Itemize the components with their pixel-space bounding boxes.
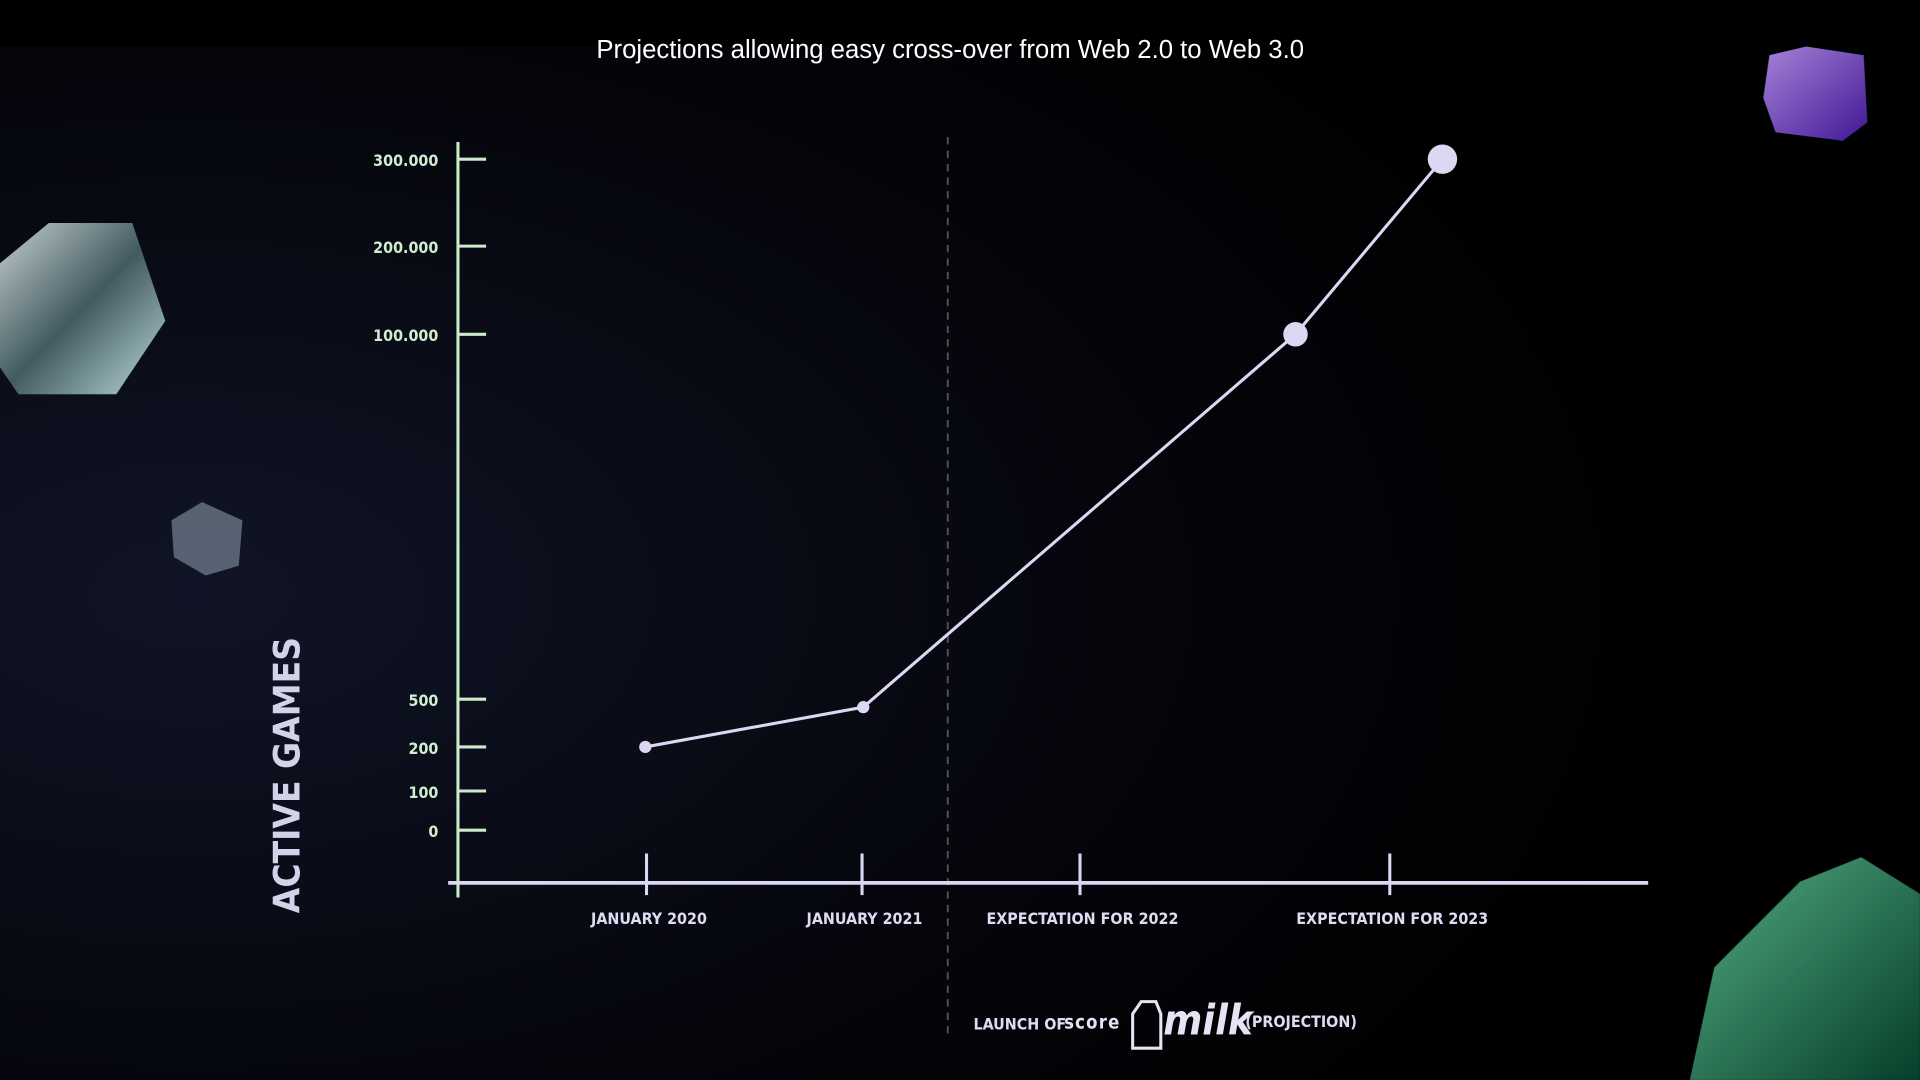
decor-cubes bbox=[0, 46, 1920, 1080]
y-tick-label: 100.000 bbox=[373, 326, 438, 345]
data-point bbox=[1283, 322, 1308, 347]
x-tick-label: JANUARY 2021 bbox=[806, 909, 923, 928]
line bbox=[645, 158, 1444, 749]
x-tick-label: EXPECTATION FOR 2023 bbox=[1296, 909, 1488, 928]
brand-score: score bbox=[1064, 1013, 1120, 1034]
chart-title: Projections allowing easy cross-over fro… bbox=[596, 36, 1304, 64]
y-tick-label: 200.000 bbox=[373, 238, 438, 257]
y-tick-label: 300.000 bbox=[373, 151, 438, 170]
brand-icon bbox=[1131, 1000, 1163, 1050]
y-tick-label: 100 bbox=[408, 783, 438, 802]
data-point bbox=[857, 701, 870, 714]
y-axis-label: ACTIVE GAMES bbox=[265, 637, 308, 913]
x-tick-label: JANUARY 2020 bbox=[590, 909, 707, 928]
annotation-suffix: (PROJECTION) bbox=[1245, 1012, 1357, 1031]
data-point bbox=[639, 740, 652, 754]
x-tick-label: EXPECTATION FOR 2022 bbox=[986, 909, 1178, 928]
brand-milk: milk bbox=[1163, 996, 1255, 1045]
cube bbox=[1763, 46, 1868, 141]
annotation-prefix: LAUNCH OF bbox=[973, 1014, 1066, 1033]
cube bbox=[0, 222, 166, 395]
y-tick-label: 500 bbox=[408, 691, 438, 710]
cube bbox=[171, 502, 243, 576]
title-bar bbox=[0, 0, 1920, 47]
y-tick-label: 0 bbox=[428, 822, 438, 841]
data-point bbox=[1427, 144, 1458, 174]
cube bbox=[1689, 857, 1920, 1080]
y-tick-label: 200 bbox=[408, 739, 438, 758]
